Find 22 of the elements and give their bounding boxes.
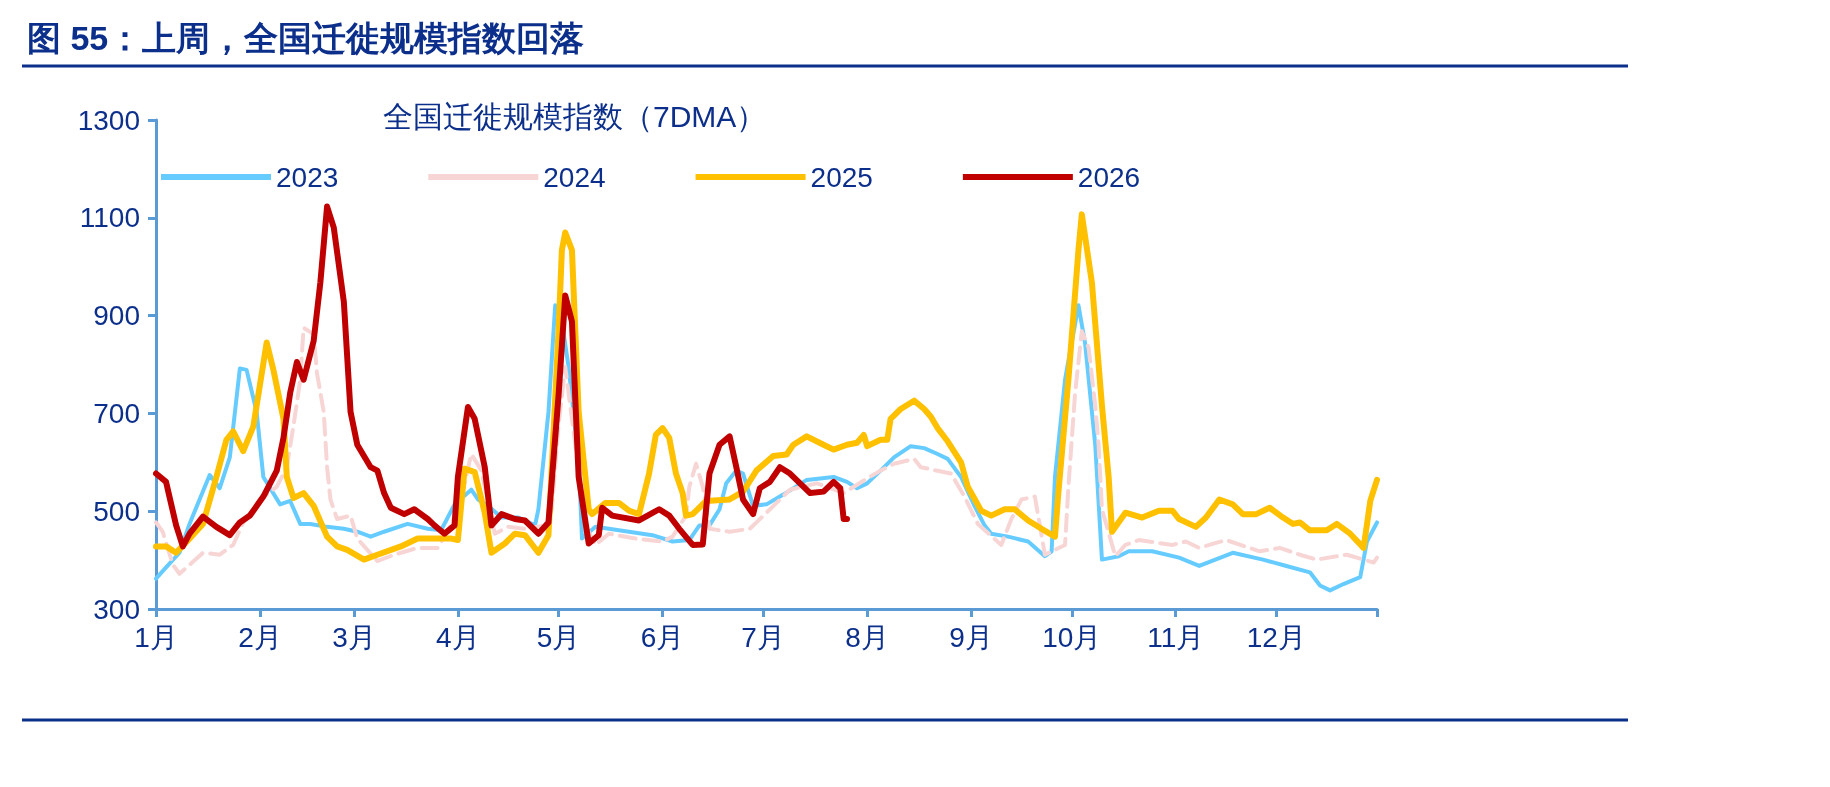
x-tick-label: 8月: [845, 621, 889, 653]
chart-subtitle: 全国迁徙规模指数（7DMA）: [383, 99, 767, 133]
y-tick-label: 1100: [79, 202, 140, 234]
legend-label: 2026: [1077, 161, 1141, 193]
legend-label: 2025: [810, 161, 873, 193]
x-tick-label: 5月: [536, 621, 581, 653]
y-tick-label: 1300: [77, 104, 140, 136]
x-tick-label: 6月: [640, 621, 685, 653]
x-tick-label: 9月: [949, 621, 993, 653]
y-tick-label: 500: [93, 495, 140, 527]
x-tick-label: 12月: [1246, 621, 1306, 653]
chart-title: 图 55：上周，全国迁徙规模指数回落: [27, 19, 585, 57]
x-tick-label: 2月: [238, 621, 282, 653]
x-tick-label: 4月: [436, 621, 480, 653]
y-tick-label: 700: [93, 397, 140, 429]
x-tick-label: 7月: [741, 621, 785, 653]
legend-label: 2023: [276, 161, 339, 193]
y-tick-label: 900: [93, 300, 140, 332]
legend-label: 2024: [543, 161, 606, 193]
x-tick-label: 11月: [1147, 621, 1205, 653]
x-tick-label: 10月: [1042, 621, 1102, 653]
x-tick-label: 3月: [332, 621, 376, 653]
